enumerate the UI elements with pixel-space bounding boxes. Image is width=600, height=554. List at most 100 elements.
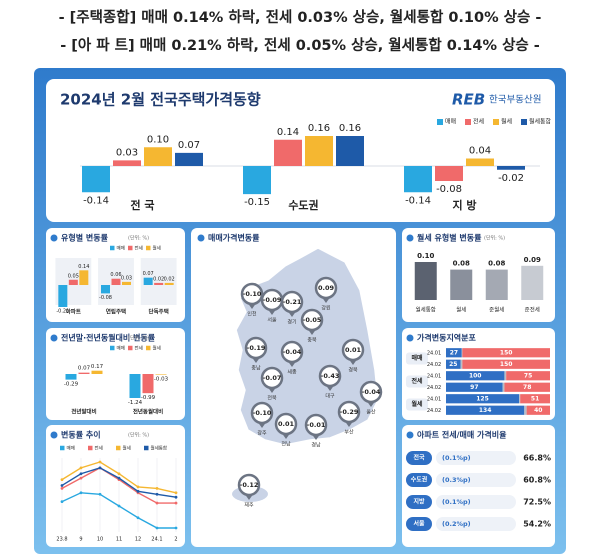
point [117,476,121,480]
panel [402,228,555,322]
region-badge [406,495,432,509]
bar-segment [504,382,550,392]
panel-unit: (단위: %) [484,235,505,242]
bar-segment [446,348,462,358]
value-label: 0.16 [339,123,361,134]
legend-swatch [110,245,115,251]
change-pill [436,517,516,531]
change-label: (0.2%p) [442,520,471,528]
legend-label: 월세 [123,445,131,452]
point [60,478,64,481]
panel-title: 가격변동지역분포 [417,333,477,343]
value-label: 0.05 [68,273,79,279]
panel-icon [406,334,414,342]
bar [154,282,164,285]
panel-unit: (단위: %) [128,335,149,342]
bar [113,160,141,166]
category-label: 전년동월대비 [133,408,163,416]
value-label: 0.03 [121,275,132,281]
point [174,526,178,530]
x-tick-label: 23.8 [56,537,67,543]
pin-region: 제주 [244,502,254,509]
pin-region: 경남 [311,442,321,449]
legend-label: 전세 [95,445,103,452]
bar [243,166,271,195]
bar-segment [506,371,550,381]
value-label: -0.15 [244,197,270,208]
category-label: 아파트 [66,308,81,316]
legend-label: 월세 [153,245,161,252]
value-label: 0.10 [147,134,169,145]
panel-icon [406,431,414,439]
bar [82,166,110,193]
x-tick-label: 9 [79,537,82,543]
region-label: 서울 [413,520,425,528]
bar [305,136,333,166]
panel-icon [197,234,205,242]
panel-icon [50,334,58,342]
main-title: 2024년 2월 전국주택가격동향 [60,91,261,109]
pin-region: 부산 [344,429,354,436]
bar-segment [462,348,550,358]
bar [68,279,78,285]
pin [318,364,342,388]
pin-region: 광주 [257,430,267,437]
legend-swatch [465,119,471,125]
category-label: 전 국 [130,198,154,212]
bar [78,372,90,374]
value-label: 75 [524,372,532,379]
value-label: -0.21 [56,309,69,315]
pin-region: 충북 [307,337,317,344]
point [79,476,83,480]
value-label: 0.02 [164,276,175,282]
pin [314,276,338,300]
category-label: 수도권 [288,199,318,212]
value-label: -0.08 [436,184,462,195]
value-label: 0.17 [91,364,104,370]
bar [155,374,167,375]
pin-value: -0.10 [253,409,272,417]
legend-label: 매매 [67,445,75,452]
value-label: 0.16 [308,123,330,134]
group-badge [406,375,428,388]
value-label: 0.07 [78,366,91,372]
pin-value: 0.01 [345,346,362,354]
value-label: 0.06 [110,272,121,278]
panel-icon [406,234,414,242]
point [136,489,140,493]
pin-value: -0.12 [240,481,259,489]
bar-segment [519,394,521,404]
bar-segment [462,359,550,369]
value-label: 125 [476,395,489,402]
bar-segment [446,371,505,381]
pin [237,473,261,497]
bar [144,147,172,166]
x-tick-label: 10 [97,537,103,543]
ratio-label: 72.5% [523,498,551,507]
bar [142,374,154,394]
x-tick-label: 2 [174,537,177,543]
group-label: 월세 [411,400,423,408]
bar [65,374,77,380]
pin [260,366,284,390]
pin-region: 경북 [348,367,358,374]
point [98,466,102,470]
pin [341,338,365,362]
bar [274,139,302,166]
category-label: 준월세 [489,306,504,314]
point [79,491,83,495]
bar [164,282,174,285]
point [155,526,159,530]
region-label: 수도권 [411,476,428,484]
row-label: 24.01 [427,373,441,379]
point [136,516,140,520]
legend-label: 월세통합 [151,445,168,452]
panel-title: 월세 유형별 변동률 [417,233,482,243]
value-label: -0.14 [83,195,109,206]
change-label: (0.1%p) [442,498,471,506]
bar-segment [446,405,525,415]
pin-value: 0.09 [318,284,335,292]
pin-region: 인천 [247,311,257,318]
value-label: -0.14 [405,195,431,206]
point [60,487,64,490]
